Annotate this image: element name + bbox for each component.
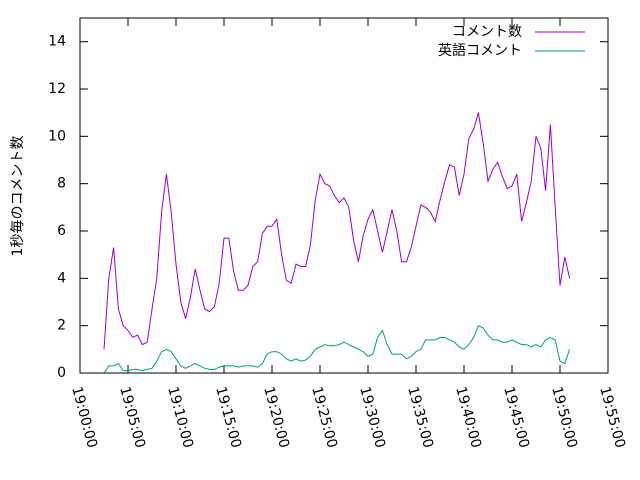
series-line: [103, 112, 571, 350]
x-tick-label: 19:35:00: [404, 385, 436, 450]
legend-label: 英語コメント: [438, 42, 522, 59]
y-tick-label: 14: [48, 34, 66, 50]
x-tick-label: 19:20:00: [260, 385, 292, 450]
plot-border: [79, 17, 609, 374]
y-tick-label: 12: [48, 81, 66, 97]
y-axis-label: 1秒毎のコメント数: [10, 136, 26, 257]
legend-label: コメント数: [452, 24, 522, 40]
x-tick-label: 19:40:00: [452, 385, 484, 450]
y-tick-label: 8: [57, 176, 66, 192]
x-tick-label: 19:05:00: [116, 385, 148, 450]
x-tick-label: 19:55:00: [596, 385, 628, 450]
x-tick-label: 19:50:00: [548, 385, 580, 450]
y-tick-label: 4: [57, 270, 66, 286]
x-tick-label: 19:10:00: [164, 385, 196, 450]
x-tick-label: 19:15:00: [212, 385, 244, 450]
x-tick-label: 19:30:00: [356, 385, 388, 450]
y-tick-label: 6: [57, 223, 66, 239]
y-tick-label: 0: [57, 365, 66, 381]
y-tick-label: 2: [57, 318, 66, 334]
series-line: [103, 325, 571, 374]
x-tick-label: 19:00:00: [68, 385, 100, 450]
x-tick-label: 19:45:00: [500, 385, 532, 450]
x-tick-label: 19:25:00: [308, 385, 340, 450]
y-tick-label: 10: [48, 128, 66, 144]
